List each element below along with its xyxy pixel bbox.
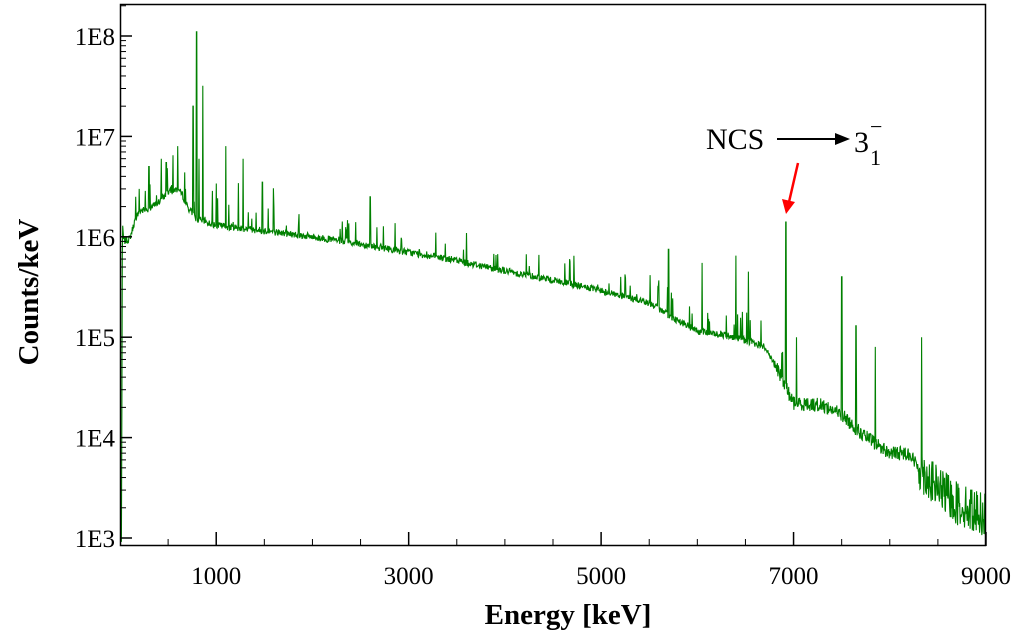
- annotation: NCS 3 − 1: [706, 114, 882, 214]
- plot-area: [119, 3, 987, 547]
- y-tick-label: 1E8: [75, 24, 115, 51]
- y-tick-label: 1E3: [75, 526, 115, 553]
- x-tick-label: 7000: [769, 563, 819, 590]
- annotation-pointer-arrow: [787, 162, 800, 203]
- y-tick-label: 1E7: [75, 124, 115, 151]
- annotation-state-superscript: −: [870, 114, 882, 139]
- y-axis-title: Counts/keV: [13, 219, 45, 366]
- plot-frame: [119, 3, 987, 547]
- y-tick-label: 1E4: [75, 426, 116, 453]
- x-tick-label: 5000: [576, 563, 626, 590]
- x-tick-label: 1000: [191, 563, 241, 590]
- annotation-ncs-label: NCS: [706, 123, 764, 156]
- annotation-state-label: 3: [854, 126, 869, 159]
- annotation-arrowhead-icon: [835, 133, 850, 145]
- y-tick-label: 1E6: [75, 225, 115, 252]
- annotation-pointer-arrowhead-icon: [782, 199, 795, 214]
- spectrum-line: [120, 31, 986, 542]
- annotation-state-subscript: 1: [870, 145, 881, 170]
- x-axis-title: Energy [keV]: [485, 599, 652, 631]
- y-axis: 1E3 1E4 1E5 1E6 1E7 1E8: [75, 5, 132, 553]
- y-tick-label: 1E5: [75, 325, 115, 352]
- x-tick-label: 3000: [384, 563, 434, 590]
- x-axis: 1000 3000 5000 7000 9000: [167, 532, 1011, 590]
- x-tick-label: 9000: [961, 563, 1011, 590]
